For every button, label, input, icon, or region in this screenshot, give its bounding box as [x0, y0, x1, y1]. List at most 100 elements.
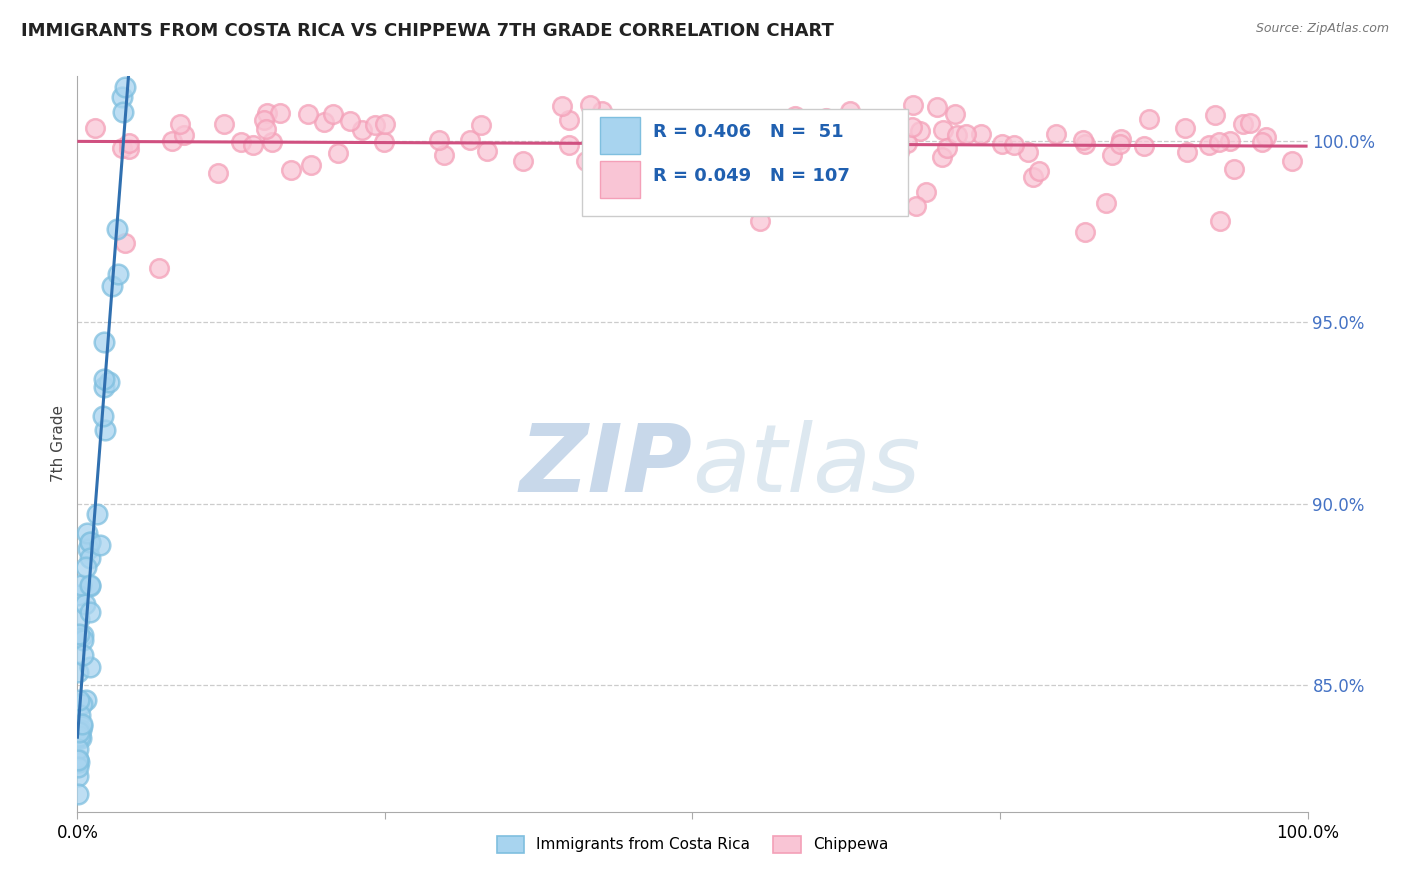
Point	[322, 107, 344, 121]
Point	[67, 742, 90, 756]
Point	[842, 148, 865, 162]
Point	[914, 185, 936, 199]
Point	[67, 626, 90, 640]
Point	[114, 235, 136, 250]
Point	[79, 535, 101, 549]
Point	[66, 753, 89, 767]
Point	[66, 769, 89, 783]
Point	[838, 104, 860, 119]
Point	[477, 144, 499, 158]
Point	[603, 134, 626, 148]
Point	[79, 551, 101, 566]
FancyBboxPatch shape	[582, 109, 908, 216]
Point	[1219, 134, 1241, 148]
Point	[79, 660, 101, 674]
Text: R = 0.406   N =  51: R = 0.406 N = 51	[654, 123, 844, 141]
Point	[1071, 132, 1094, 146]
Point	[66, 730, 89, 744]
Point	[823, 134, 845, 148]
Point	[339, 113, 361, 128]
Point	[785, 144, 807, 158]
Point	[83, 121, 105, 136]
Point	[955, 127, 977, 141]
Point	[458, 133, 481, 147]
Point	[1239, 116, 1261, 130]
Point	[783, 109, 806, 123]
Point	[766, 122, 789, 136]
Point	[107, 267, 129, 281]
Point	[93, 423, 115, 437]
Point	[352, 122, 374, 136]
Point	[79, 605, 101, 619]
Point	[579, 98, 602, 112]
Point	[1074, 137, 1097, 152]
Point	[66, 787, 89, 801]
Point	[908, 124, 931, 138]
Point	[591, 104, 613, 119]
Point	[427, 133, 450, 147]
Point	[1002, 138, 1025, 153]
Point	[1174, 121, 1197, 136]
Point	[72, 628, 94, 642]
Point	[66, 665, 89, 679]
Point	[901, 97, 924, 112]
Point	[783, 139, 806, 153]
Point	[889, 145, 911, 159]
Point	[1175, 145, 1198, 159]
Text: ZIP: ZIP	[520, 420, 693, 512]
Point	[1108, 136, 1130, 151]
Point	[1281, 153, 1303, 168]
Bar	[600, 161, 640, 198]
Point	[173, 128, 195, 142]
Point	[91, 409, 114, 424]
Point	[433, 148, 456, 162]
Point	[72, 632, 94, 647]
Point	[1095, 195, 1118, 210]
Point	[73, 597, 96, 611]
Point	[69, 707, 91, 722]
Point	[815, 111, 838, 125]
Point	[299, 158, 322, 172]
Point	[1251, 135, 1274, 149]
Point	[67, 588, 90, 602]
Point	[72, 648, 94, 663]
Point	[693, 141, 716, 155]
Point	[1028, 164, 1050, 178]
Point	[77, 541, 100, 556]
Point	[148, 260, 170, 275]
Point	[97, 375, 120, 389]
Point	[67, 752, 90, 766]
Point	[242, 137, 264, 152]
Point	[1133, 139, 1156, 153]
Point	[817, 149, 839, 163]
Point	[1223, 161, 1246, 176]
Point	[558, 138, 581, 153]
Point	[470, 118, 492, 132]
Point	[1017, 145, 1039, 159]
Point	[229, 135, 252, 149]
Point	[512, 153, 534, 168]
Point	[110, 90, 132, 104]
Point	[314, 115, 336, 129]
Point	[551, 99, 574, 113]
Point	[702, 128, 724, 142]
Point	[262, 136, 284, 150]
Point	[1045, 127, 1067, 141]
Point	[990, 137, 1012, 152]
Point	[970, 127, 993, 141]
Point	[374, 117, 396, 131]
Point	[118, 136, 141, 151]
Point	[297, 106, 319, 120]
Point	[682, 120, 704, 135]
Text: R = 0.049   N = 107: R = 0.049 N = 107	[654, 167, 851, 185]
Point	[69, 723, 91, 738]
Legend: Immigrants from Costa Rica, Chippewa: Immigrants from Costa Rica, Chippewa	[491, 830, 894, 859]
Point	[1198, 138, 1220, 153]
Point	[72, 719, 94, 733]
Point	[79, 578, 101, 592]
Point	[79, 534, 101, 549]
Point	[946, 128, 969, 143]
Point	[76, 525, 98, 540]
Point	[67, 693, 90, 707]
Point	[280, 163, 302, 178]
